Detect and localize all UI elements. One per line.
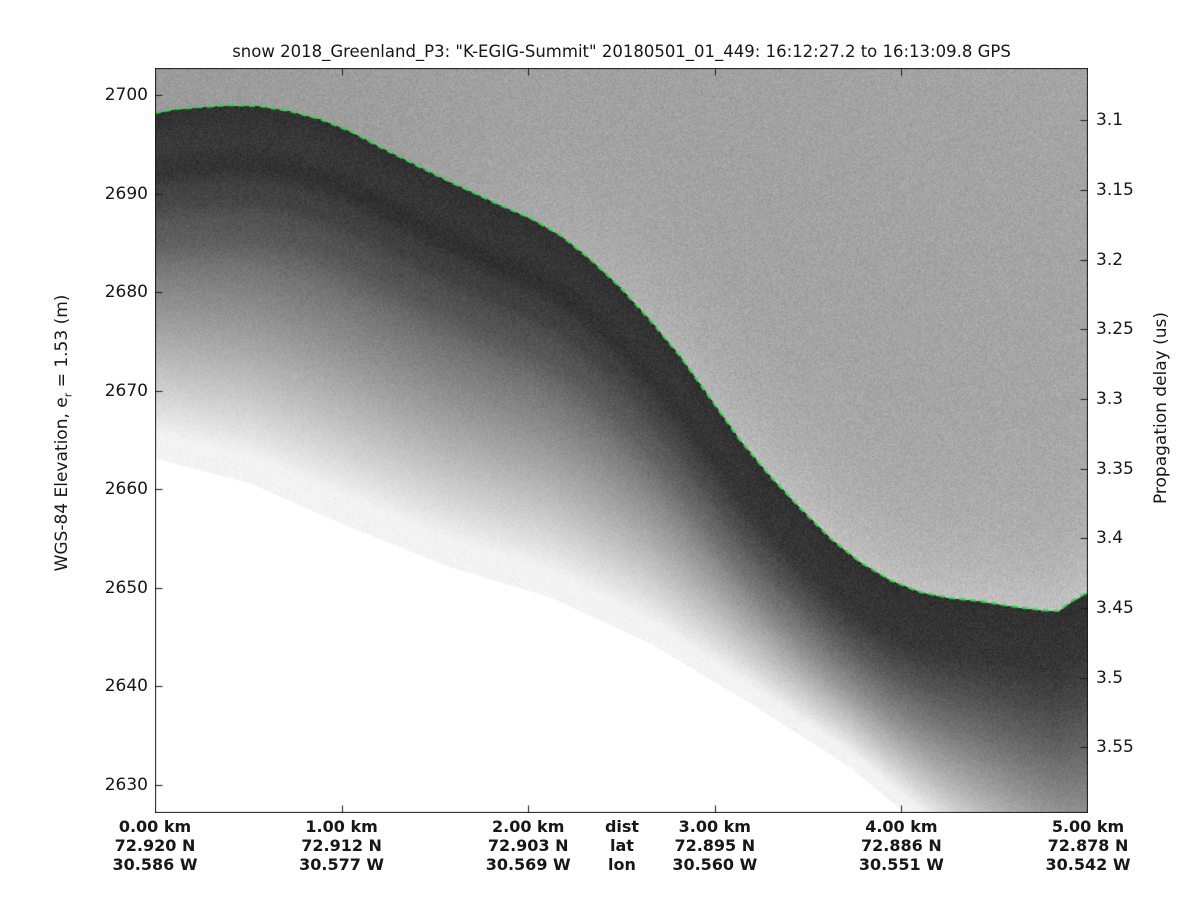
left-tick-label: 2630: [104, 774, 148, 795]
right-tick-label: 3.2: [1096, 250, 1124, 270]
right-tick-label: 3.15: [1096, 180, 1134, 200]
right-tick-label: 3.4: [1096, 528, 1124, 548]
bottom-axis-tick-column: 5.00 km 72.878 N 30.542 W: [1046, 817, 1173, 874]
plot-title: snow 2018_Greenland_P3: "K-EGIG-Summit" …: [232, 42, 1011, 61]
bottom-axis-row-headers: dist lat lon: [605, 817, 656, 874]
bottom-axis-label-line: 30.586 W: [112, 855, 198, 874]
left-axis-label-subscript: r: [61, 392, 75, 398]
right-axis-label: Propagation delay (us): [1151, 311, 1171, 505]
bottom-axis-label-line: 4.00 km: [865, 817, 938, 836]
right-tick-label: 3.25: [1096, 319, 1134, 339]
bottom-axis-tick-column: 3.00 km 72.895 N 30.560 W: [672, 817, 800, 874]
bottom-axis-label-line: lat: [610, 836, 634, 855]
left-tick-label: 2640: [104, 676, 148, 696]
bottom-axis-tick-column: 4.00 km 72.886 N 30.551 W: [859, 817, 986, 874]
bottom-axis-label-line: 72.895 N: [674, 836, 756, 855]
right-tick-label: 3.3: [1096, 389, 1124, 409]
bottom-axis-label-line: 30.542 W: [1045, 855, 1131, 874]
bottom-axis-label-line: 0.00 km: [118, 817, 192, 836]
bottom-axis-label-line: 30.569 W: [485, 855, 571, 874]
left-axis-label-prefix: WGS-84 Elevation, e: [52, 397, 72, 572]
left-tick-label: 2680: [104, 282, 148, 302]
bottom-axis-label-line: 72.912 N: [301, 836, 382, 855]
right-tick-label: 3.45: [1096, 598, 1134, 618]
right-tick-label: 3.5: [1096, 668, 1124, 688]
echogram-canvas: [155, 68, 1088, 813]
left-axis-label: WGS-84 Elevation, er = 1.53 (m): [52, 294, 75, 572]
bottom-axis-tick-column: 2.00 km 72.903 N 30.569 W: [486, 817, 613, 874]
bottom-axis-label-line: 1.00 km: [305, 817, 378, 836]
right-tick-label: 3.55: [1096, 737, 1134, 757]
bottom-axis-label-line: 2.00 km: [492, 817, 565, 836]
bottom-axis-label-line: 30.560 W: [672, 855, 758, 874]
bottom-axis-label-line: lon: [608, 855, 636, 874]
left-axis-label-suffix: = 1.53 (m): [52, 294, 72, 393]
bottom-axis-label-line: 3.00 km: [678, 817, 751, 836]
left-tick-label: 2660: [104, 479, 148, 499]
bottom-axis-label-line: dist: [604, 817, 640, 836]
left-tick-label: 2700: [104, 85, 148, 105]
left-tick-label: 2670: [104, 380, 148, 401]
left-tick-label: 2690: [104, 183, 148, 204]
right-tick-label: 3.1: [1096, 110, 1124, 130]
bottom-axis-label-line: 72.920 N: [114, 836, 196, 855]
bottom-axis-label-line: 30.577 W: [299, 855, 385, 874]
bottom-axis-label-line: 72.903 N: [487, 836, 569, 855]
bottom-axis-label-line: 5.00 km: [1051, 817, 1125, 836]
bottom-axis-tick-column: 1.00 km 72.912 N 30.577 W: [299, 817, 427, 874]
bottom-axis-tick-column: 0.00 km 72.920 N 30.586 W: [113, 817, 240, 874]
left-tick-label: 2650: [104, 577, 148, 598]
bottom-axis-label-line: 72.878 N: [1047, 836, 1129, 855]
bottom-axis-label-line: 72.886 N: [861, 836, 942, 855]
bottom-axis-label-line: 30.551 W: [858, 855, 944, 874]
right-tick-label: 3.35: [1096, 459, 1134, 479]
